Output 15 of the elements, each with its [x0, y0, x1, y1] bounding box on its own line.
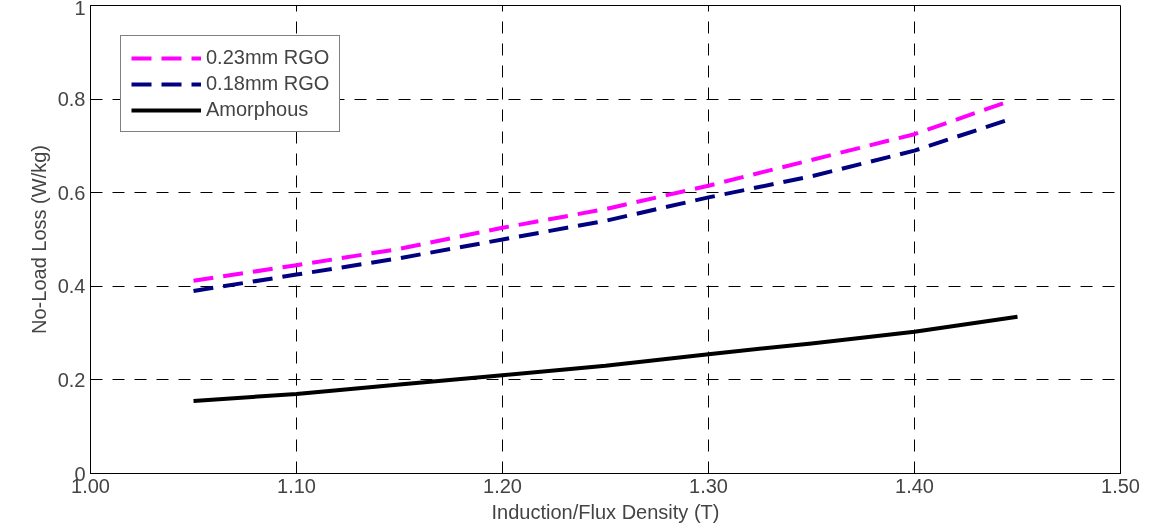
y-tick-label: 1: [74, 0, 86, 19]
y-axis-title: No-Load Loss (W/kg): [27, 145, 50, 334]
legend-label: 0.23mm RGO: [206, 46, 330, 69]
y-tick-label: 0.4: [57, 275, 86, 298]
y-tick-label: 0.8: [57, 88, 86, 111]
x-tick-label: 1.10: [277, 474, 316, 497]
x-tick-label: 1.40: [895, 474, 934, 497]
legend-label: Amorphous: [206, 98, 309, 121]
x-tick-label: 1.20: [483, 474, 522, 497]
x-tick-label: 1.50: [1101, 474, 1140, 497]
x-axis-title: Induction/Flux Density (T): [491, 500, 720, 523]
x-tick-label: 1.30: [689, 474, 728, 497]
y-tick-label: 0.6: [57, 181, 86, 204]
legend-label: 0.18mm RGO: [206, 72, 330, 95]
y-tick-label: 0.2: [57, 368, 86, 391]
